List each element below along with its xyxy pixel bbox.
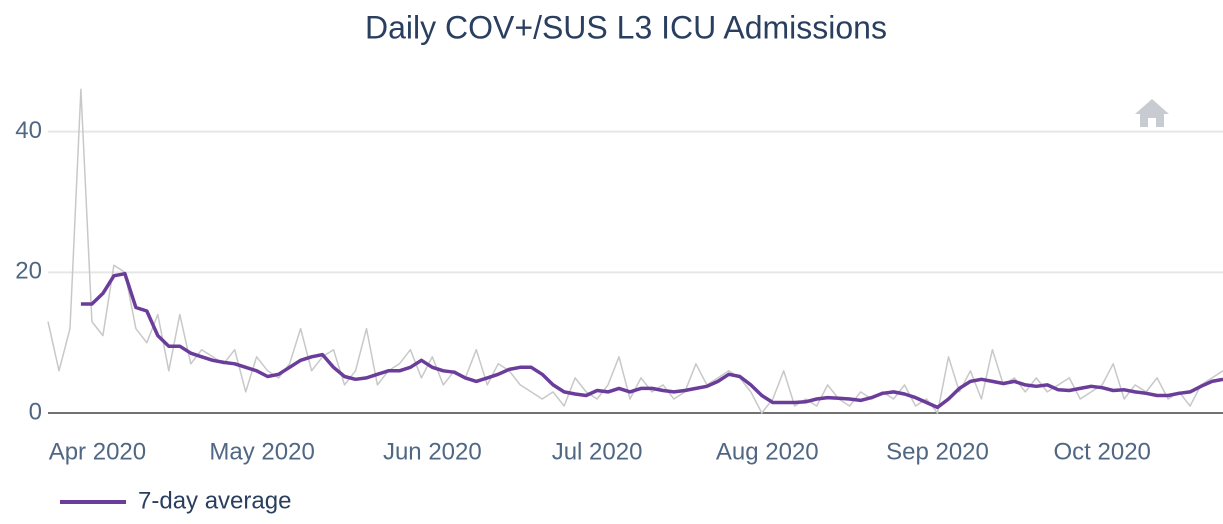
home-button[interactable] bbox=[1135, 99, 1169, 127]
x-tick-label: Aug 2020 bbox=[716, 438, 819, 465]
y-tick-label: 40 bbox=[15, 117, 42, 144]
chart-title: Daily COV+/SUS L3 ICU Admissions bbox=[365, 9, 887, 45]
series-line bbox=[47, 88, 1223, 414]
x-tick-label: Jun 2020 bbox=[383, 438, 482, 465]
x-tick-label: May 2020 bbox=[209, 438, 314, 465]
x-tick-label: Sep 2020 bbox=[886, 438, 989, 465]
x-tick-label: Apr 2020 bbox=[49, 438, 146, 465]
x-tick-label: Jul 2020 bbox=[552, 438, 643, 465]
x-tick-label: Oct 2020 bbox=[1054, 438, 1151, 465]
series-line bbox=[80, 271, 1223, 410]
legend-label: 7-day average bbox=[138, 487, 291, 514]
y-tick-label: 0 bbox=[29, 398, 42, 425]
home-icon bbox=[1135, 99, 1169, 127]
y-tick-label: 20 bbox=[15, 258, 42, 285]
